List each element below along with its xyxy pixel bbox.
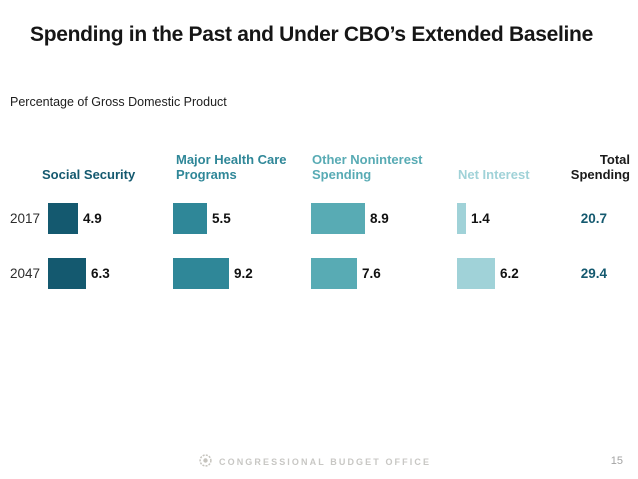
value-label-other-noninterest-spending-2047: 7.6 xyxy=(362,266,381,281)
value-label-major-health-care-programs-2047: 9.2 xyxy=(234,266,253,281)
total-value-2017: 20.7 xyxy=(580,211,607,226)
value-label-net-interest-2047: 6.2 xyxy=(500,266,519,281)
column-header-social-security: Social Security xyxy=(42,166,136,182)
bar-other-noninterest-spending-2047 xyxy=(311,258,357,289)
column-header-major-health-care-programs: Major Health Care Programs xyxy=(176,152,287,182)
column-header-total-spending: Total Spending xyxy=(570,152,630,182)
unit-label: Percentage of Gross Domestic Product xyxy=(10,95,227,109)
bar-social-security-2017 xyxy=(48,203,78,234)
column-header-other-noninterest-spending: Other Noninterest Spending xyxy=(312,152,423,182)
bar-social-security-2047 xyxy=(48,258,86,289)
value-label-major-health-care-programs-2017: 5.5 xyxy=(212,211,231,226)
bar-major-health-care-programs-2047 xyxy=(173,258,229,289)
bar-net-interest-2047 xyxy=(457,258,495,289)
bar-net-interest-2017 xyxy=(457,203,466,234)
row-label-2047: 2047 xyxy=(10,266,41,281)
column-headers: Total Spending Social Security Major Heal… xyxy=(0,140,638,182)
bar-other-noninterest-spending-2017 xyxy=(311,203,365,234)
row-label-2017: 2017 xyxy=(10,211,41,226)
value-label-social-security-2017: 4.9 xyxy=(83,211,102,226)
value-label-other-noninterest-spending-2017: 8.9 xyxy=(370,211,389,226)
value-label-social-security-2047: 6.3 xyxy=(91,266,110,281)
bar-major-health-care-programs-2017 xyxy=(173,203,207,234)
total-value-2047: 29.4 xyxy=(580,266,607,281)
value-label-net-interest-2017: 1.4 xyxy=(471,211,490,226)
slide-title: Spending in the Past and Under CBO’s Ext… xyxy=(30,23,593,46)
column-header-net-interest: Net Interest xyxy=(458,166,530,182)
